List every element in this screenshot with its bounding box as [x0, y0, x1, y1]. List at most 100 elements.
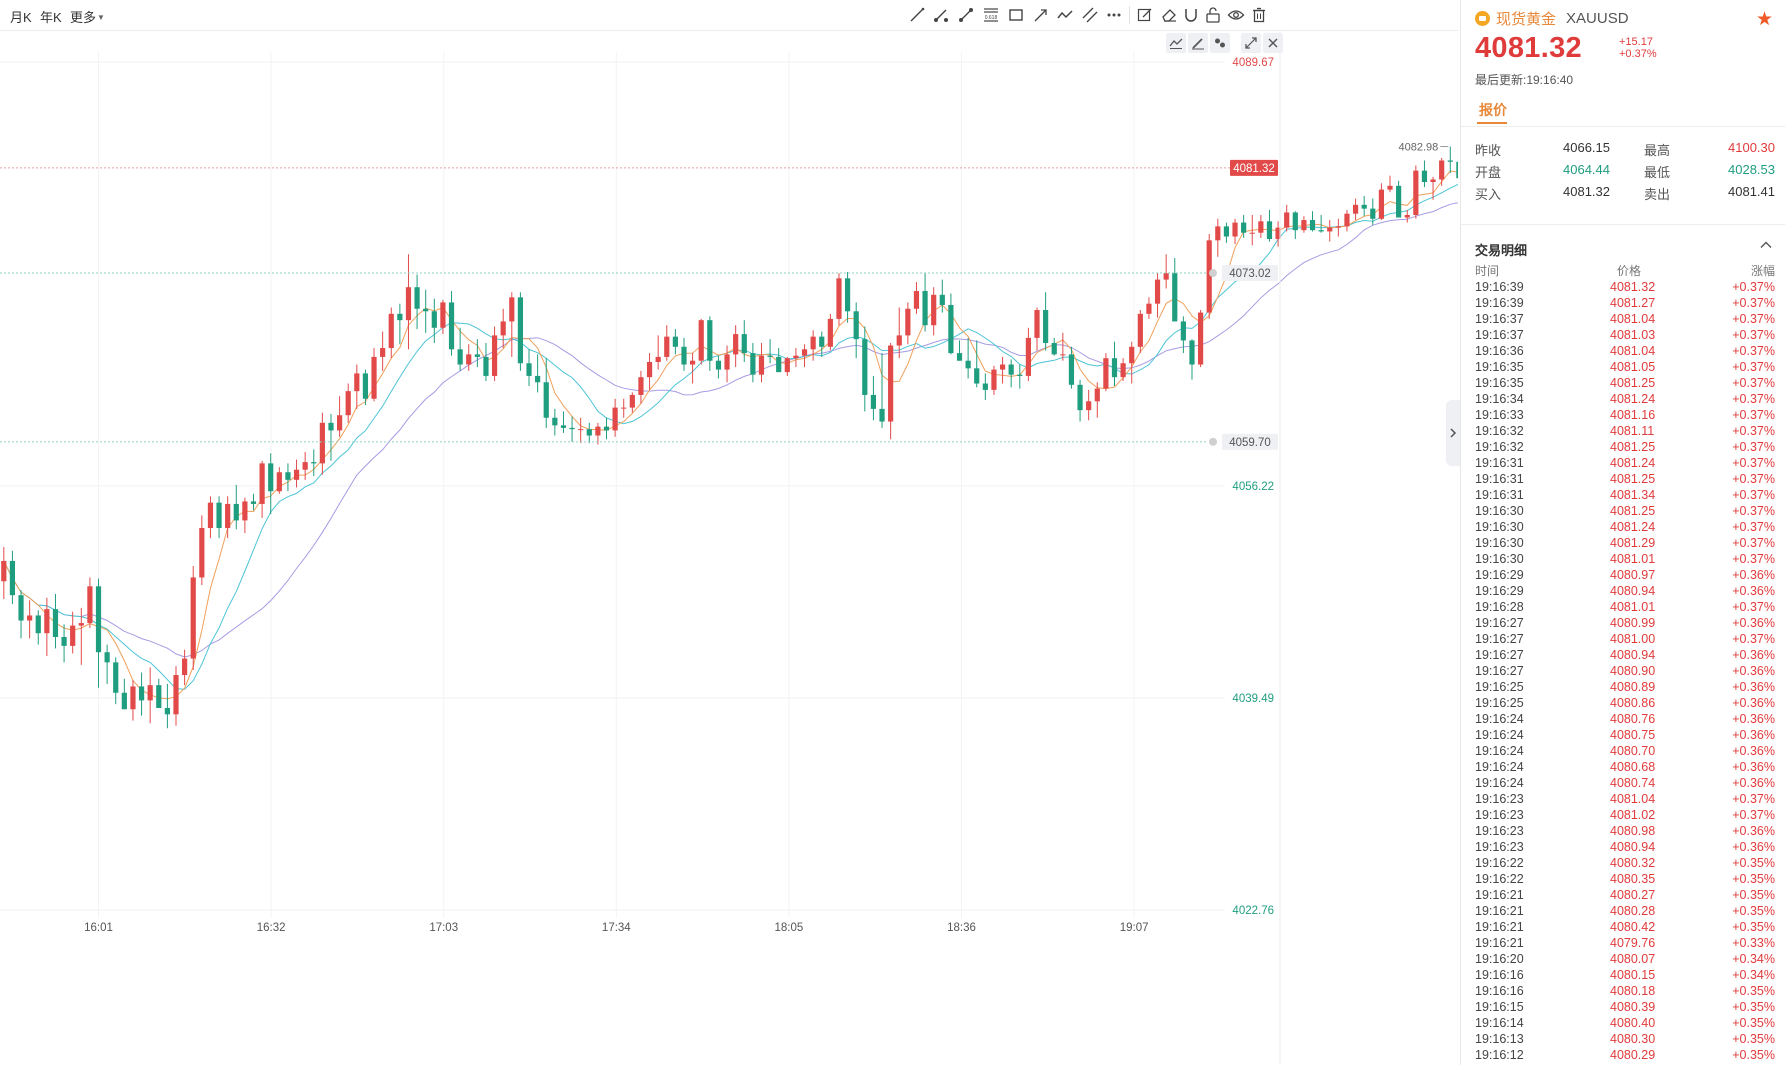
x-tick-label: 19:07 [1120, 922, 1149, 934]
trade-time: 19:16:35 [1475, 360, 1524, 374]
indicator-icon[interactable] [1166, 33, 1186, 53]
candle-body [776, 356, 782, 373]
lock-icon[interactable] [1203, 5, 1223, 25]
chevron-up-icon[interactable] [1759, 238, 1773, 252]
period-more[interactable]: 更多▼ [70, 7, 105, 26]
trade-change: +0.37% [1732, 312, 1775, 326]
y-tick-label: 4022.76 [1232, 905, 1274, 917]
candle-body [974, 368, 980, 384]
candle-body [1232, 222, 1238, 237]
rectangle-icon[interactable] [1006, 5, 1026, 25]
trade-time: 19:16:36 [1475, 344, 1524, 358]
period-month[interactable]: 月K [10, 10, 32, 25]
trade-change: +0.37% [1732, 792, 1775, 806]
candle-body [1206, 240, 1212, 313]
candle-body [371, 356, 377, 399]
eraser-icon[interactable] [1159, 5, 1179, 25]
magnet-icon[interactable] [1181, 5, 1201, 25]
quote-label: 最低 [1644, 165, 1671, 180]
trade-change: +0.37% [1732, 520, 1775, 534]
trade-row: 19:16:22 4080.32 +0.35% [1475, 856, 1775, 872]
trade-row: 19:16:23 4080.98 +0.36% [1475, 824, 1775, 840]
candle-body [819, 336, 825, 347]
more-tools-icon[interactable] [1104, 5, 1124, 25]
chart-toolbar: 月K 年K 更多▼ 0.618 [0, 0, 1458, 31]
x-tick-label: 17:34 [602, 922, 631, 934]
candle-body [319, 422, 325, 464]
trade-time: 19:16:24 [1475, 728, 1524, 742]
symbol-header: 现货黄金 XAUUSD [1475, 8, 1629, 29]
candle-body [1146, 303, 1152, 314]
template-icon[interactable] [1210, 33, 1230, 53]
candle-body [1396, 185, 1402, 218]
ray-line-icon[interactable] [931, 5, 951, 25]
candle-body [285, 472, 291, 480]
candle-body [638, 377, 644, 395]
edit-icon[interactable] [1135, 5, 1155, 25]
trade-price: 4080.29 [1610, 1048, 1656, 1062]
candle-body [44, 609, 50, 634]
trash-icon[interactable] [1249, 5, 1269, 25]
trade-row: 19:16:23 4081.02 +0.37% [1475, 808, 1775, 824]
fibonacci-icon[interactable]: 0.618 [981, 5, 1001, 25]
period-more-label: 更多 [70, 10, 97, 25]
fullscreen-icon[interactable] [1241, 33, 1261, 53]
trade-time: 19:16:27 [1475, 648, 1524, 662]
period-year[interactable]: 年K [40, 10, 62, 25]
candle-body [87, 586, 93, 624]
trade-price: 4079.76 [1610, 936, 1656, 950]
trade-change: +0.35% [1732, 984, 1775, 998]
candle-body [733, 334, 739, 355]
trade-time: 19:16:31 [1475, 472, 1524, 486]
quote-value: 4066.15 [1563, 140, 1610, 155]
candle-body [1051, 342, 1057, 355]
candle-body [698, 320, 704, 361]
candle-body [18, 595, 24, 621]
candle-body [1197, 312, 1204, 365]
trade-price: 4081.24 [1610, 520, 1656, 534]
alert-price-text: 4073.02 [1229, 268, 1271, 280]
candle-body [1154, 279, 1161, 304]
trades-title: 交易明细 [1475, 243, 1528, 258]
trade-row: 19:16:30 4081.24 +0.37% [1475, 520, 1775, 536]
pen-icon[interactable] [1188, 33, 1208, 53]
candle-body [535, 375, 541, 383]
trend-line-icon[interactable] [907, 5, 927, 25]
arrow-line-icon[interactable] [1031, 5, 1051, 25]
tab-quote[interactable]: 报价 [1479, 102, 1507, 118]
candle-body [78, 623, 84, 626]
change-value: +15.17 [1619, 36, 1653, 48]
quote-row: 买入 4081.32 卖出 4081.41 [1475, 184, 1775, 206]
panel-toggle-handle[interactable] [1446, 400, 1460, 466]
star-icon[interactable]: ★ [1755, 9, 1773, 30]
alert-price-tag [1222, 433, 1278, 450]
trade-row: 19:16:14 4080.40 +0.35% [1475, 1016, 1775, 1032]
ma20-line [3, 202, 1458, 658]
alert-price-text: 4059.70 [1229, 437, 1271, 449]
trade-row: 19:16:21 4080.42 +0.35% [1475, 920, 1775, 936]
parallel-channel-icon[interactable] [1080, 5, 1100, 25]
trade-change: +0.35% [1732, 856, 1775, 870]
candle-body [474, 354, 480, 357]
trade-row: 19:16:16 4080.15 +0.34% [1475, 968, 1775, 984]
wave-line-icon[interactable] [1055, 5, 1075, 25]
trade-price: 4080.35 [1610, 872, 1656, 886]
quote-row: 开盘 4064.44 最低 4028.53 [1475, 162, 1775, 184]
segment-line-icon[interactable] [956, 5, 976, 25]
trade-change: +0.35% [1732, 920, 1775, 934]
candle-body [52, 609, 59, 638]
close-icon[interactable] [1263, 33, 1283, 53]
candle-body [156, 685, 162, 708]
eye-icon[interactable] [1226, 5, 1246, 25]
trade-price: 4081.25 [1610, 472, 1656, 486]
candle-body [1439, 160, 1445, 180]
trade-change: +0.33% [1732, 936, 1775, 950]
trade-price: 4080.39 [1610, 1000, 1656, 1014]
trade-time: 19:16:24 [1475, 776, 1524, 790]
header-change: 涨幅 [1750, 264, 1775, 278]
trade-row: 19:16:24 4080.75 +0.36% [1475, 728, 1775, 744]
candle-body [1266, 221, 1273, 240]
ma10-line [3, 183, 1458, 690]
kline-chart[interactable]: 4089.67 4056.22 4039.49 4022.76 16:01 16:32 17… [0, 31, 1458, 1065]
trade-price: 4081.04 [1610, 312, 1656, 326]
